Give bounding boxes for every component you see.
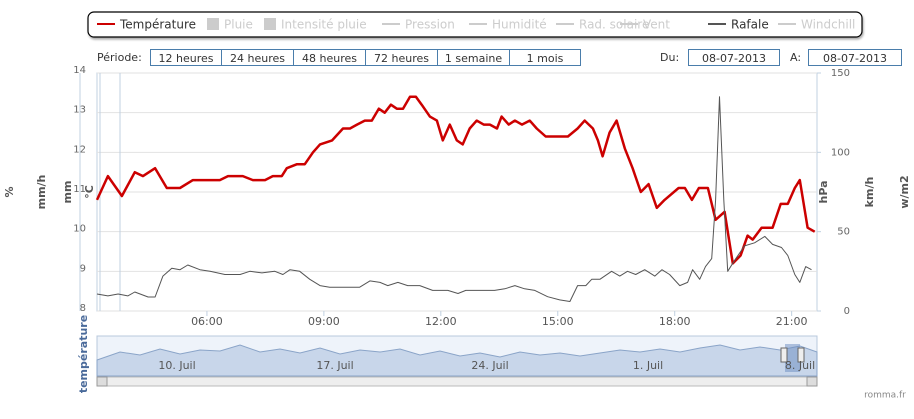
y-tick-label: 8 — [80, 303, 86, 314]
y2-axis-label: km/h — [863, 177, 876, 208]
legend-symbol — [207, 18, 219, 30]
y-tick-label: 14 — [73, 65, 86, 76]
series-line — [95, 95, 816, 265]
period-button[interactable]: 1 semaine — [437, 49, 510, 66]
legend-label[interactable]: Windchill — [801, 18, 855, 32]
period-button[interactable]: 48 heures — [293, 49, 366, 66]
y2-tick-label: 0 — [844, 306, 850, 317]
period-button[interactable]: 72 heures — [365, 49, 438, 66]
to-label: A: — [790, 49, 802, 66]
x-tick-label: 18:00 — [659, 315, 691, 328]
legend-label[interactable]: Température — [119, 18, 196, 32]
legend-label[interactable]: Pression — [405, 18, 455, 32]
navigator-date: 24. Juil — [471, 359, 508, 372]
from-label: Du: — [660, 49, 680, 66]
axis-label: mm/h — [35, 175, 48, 210]
legend-label[interactable]: Humidité — [492, 18, 547, 32]
period-button[interactable]: 24 heures — [221, 49, 294, 66]
x-tick-label: 12:00 — [425, 315, 457, 328]
legend-label[interactable]: Intensité pluie — [281, 18, 367, 32]
legend-label[interactable]: Rad. solaire — [579, 18, 649, 32]
navigator-area — [96, 344, 818, 377]
legend-label[interactable]: Vent — [643, 18, 670, 32]
period-button[interactable]: 12 heures — [150, 49, 222, 66]
scroll-left[interactable] — [96, 376, 108, 387]
navigator-date: 8. Juil — [785, 359, 815, 372]
navigator-handle[interactable] — [780, 347, 788, 363]
axis-label: w/m2 — [898, 175, 911, 208]
navigator-date: 10. Juil — [158, 359, 195, 372]
navigator-date: 17. Juil — [316, 359, 353, 372]
to-date[interactable]: 08-07-2013 — [808, 49, 902, 66]
y2-tick-label: 50 — [837, 227, 850, 238]
credit: romma.fr — [864, 391, 906, 401]
navigator-handle[interactable] — [797, 347, 805, 363]
period-button[interactable]: 1 mois — [509, 49, 581, 66]
from-date[interactable]: 08-07-2013 — [688, 49, 780, 66]
period-label: Période: — [97, 51, 142, 64]
navigator-date: 1. Juil — [633, 359, 663, 372]
y-axis-label: °C — [83, 185, 96, 199]
legend-symbol — [264, 18, 276, 30]
legend-label[interactable]: Rafale — [731, 18, 769, 32]
x-tick-label: 09:00 — [308, 315, 340, 328]
y2-tick-label: 150 — [831, 68, 850, 79]
axis-label: hPa — [817, 180, 830, 203]
navigator-window[interactable] — [785, 344, 800, 372]
y-tick-label: 9 — [80, 263, 86, 274]
legend-label[interactable]: Pluie — [224, 18, 253, 32]
x-tick-label: 15:00 — [542, 315, 574, 328]
x-tick-label: 06:00 — [191, 315, 223, 328]
scrollbar[interactable] — [96, 376, 818, 387]
series-line — [96, 96, 812, 302]
x-tick-label: 21:00 — [776, 315, 808, 328]
y2-tick-label: 100 — [831, 147, 850, 158]
scroll-right[interactable] — [806, 376, 818, 387]
navigator-label: température — [77, 315, 90, 393]
axis-label: % — [3, 186, 16, 197]
axis-label: mm — [61, 181, 74, 204]
